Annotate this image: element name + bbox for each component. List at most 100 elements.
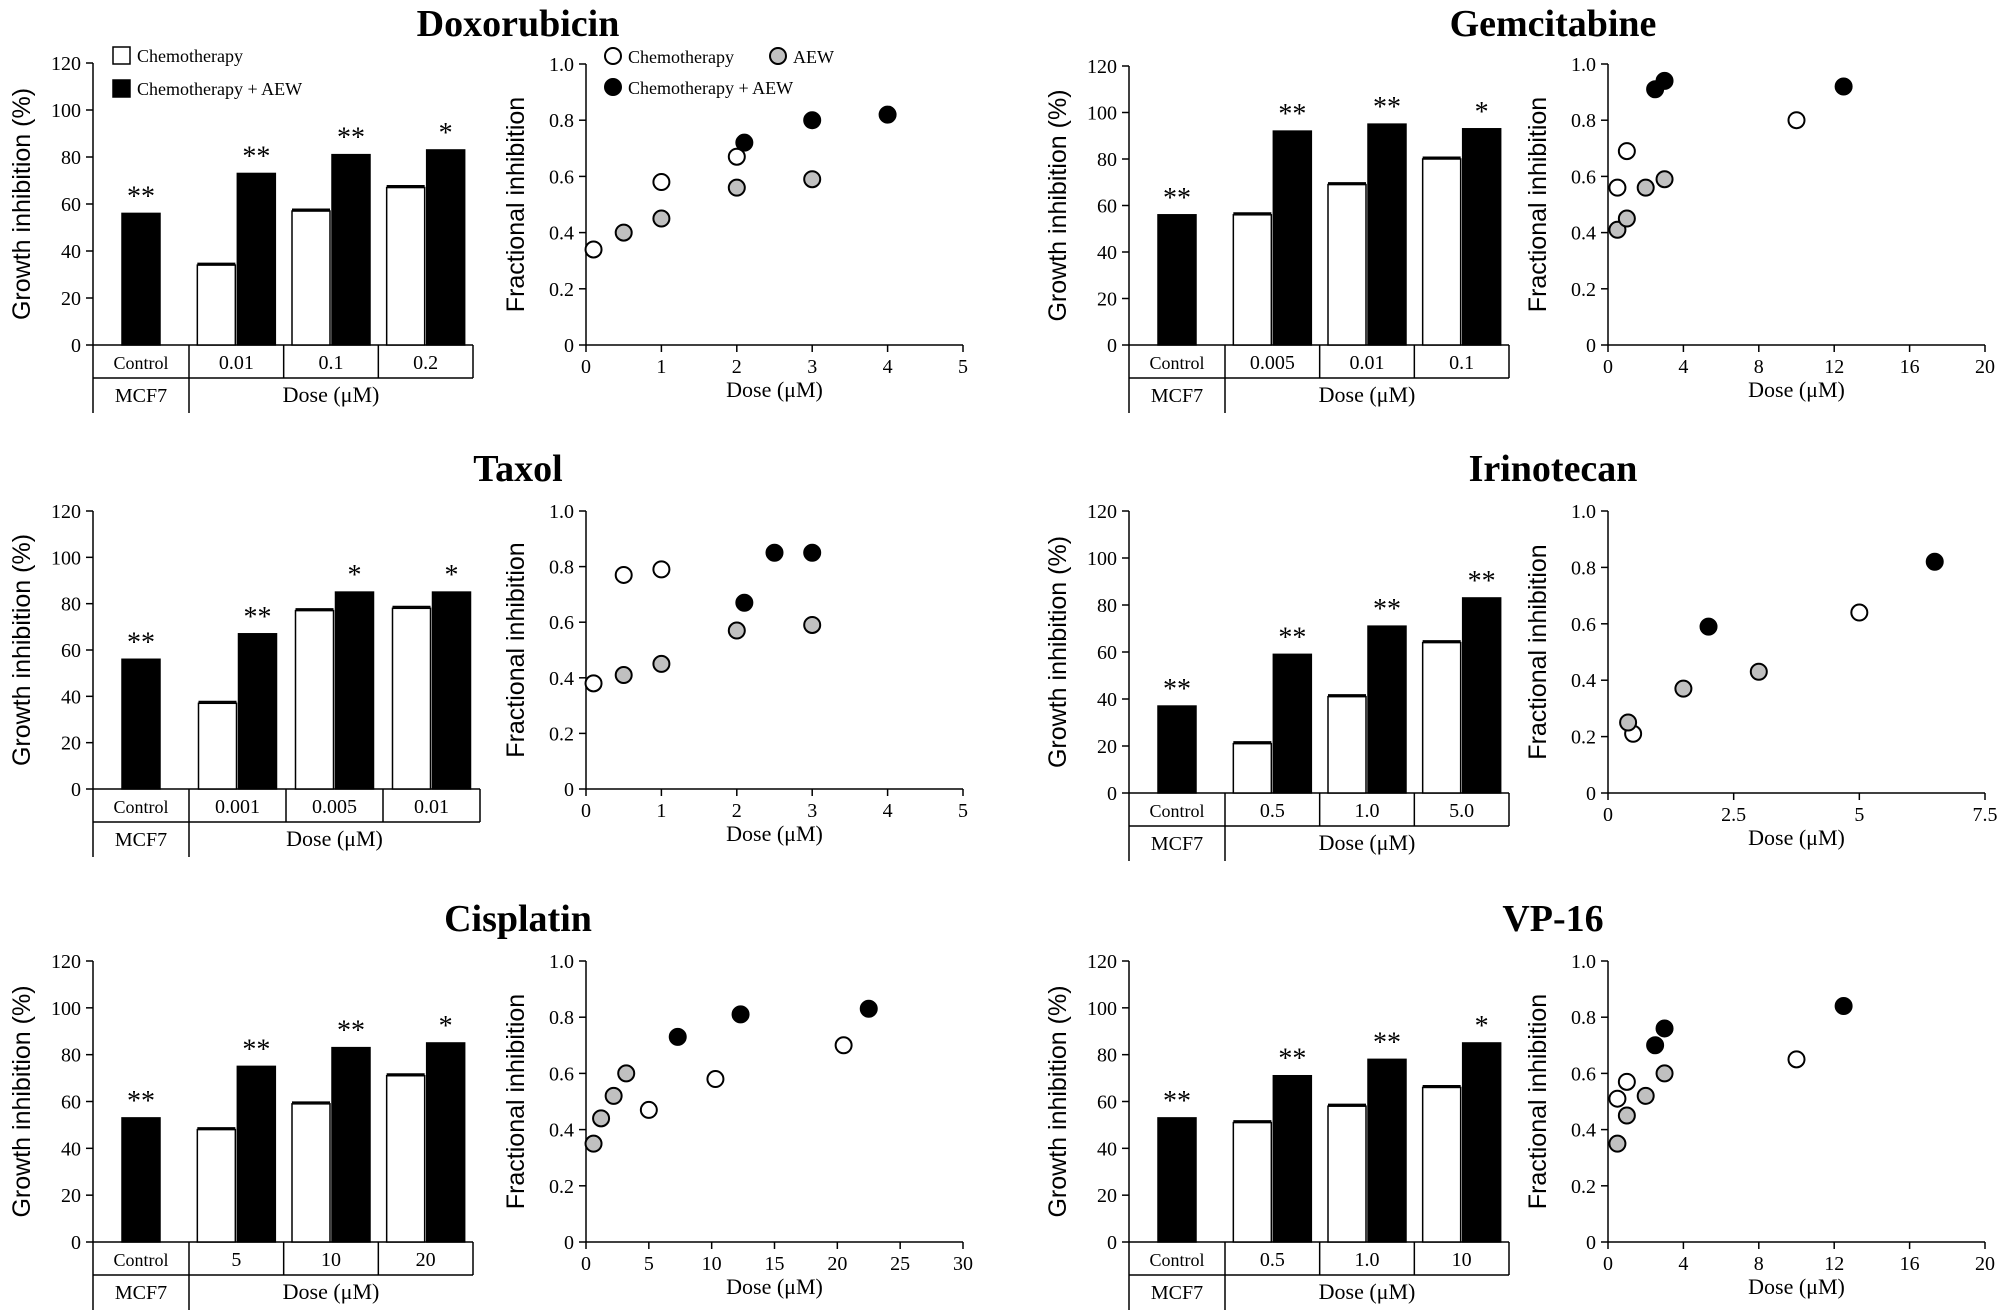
significance-label: * — [445, 560, 459, 591]
y-tick-label: 0 — [1107, 783, 1117, 805]
y-tick-label: 0.6 — [549, 166, 574, 188]
y-tick-label: 0.8 — [549, 1007, 574, 1029]
bar-chemotherapy-aew — [1461, 128, 1502, 346]
bar-chemotherapy-aew — [236, 1065, 277, 1243]
bar-chemotherapy — [1232, 1121, 1273, 1243]
point-aew — [1608, 220, 1627, 239]
significance-label: ** — [1373, 1027, 1401, 1058]
x-tick-label: 0 — [581, 800, 591, 822]
bar-chemotherapy — [197, 702, 238, 790]
x-tick-label: 10 — [1452, 1249, 1472, 1271]
x-tick-label: 4 — [883, 356, 893, 378]
significance-label: ** — [1278, 1044, 1306, 1075]
point-aew — [727, 621, 746, 640]
point-chemotherapy — [1787, 111, 1806, 130]
point-chemotherapy-aew — [668, 1027, 687, 1046]
x-tick-label: 1.0 — [1355, 1249, 1380, 1271]
doxorubicin-bar-panel: Doxorubicin 0 20 40 60 80 100 120 Growth inhibit… — [8, 3, 619, 413]
point-chemotherapy — [652, 173, 671, 192]
y-tick-label: 80 — [1097, 149, 1117, 171]
x-tick-label: 0.5 — [1260, 800, 1285, 822]
y-tick-label: 40 — [61, 1138, 81, 1160]
y-tick-label: 100 — [51, 100, 81, 122]
y-axis-label: Growth inhibition (%) — [1044, 985, 1072, 1217]
y-tick-label: 80 — [1097, 1045, 1117, 1067]
y-tick-label: 0 — [1107, 335, 1117, 357]
y-tick-label: 100 — [1087, 548, 1117, 570]
control-bar — [1157, 1117, 1197, 1243]
bar-chemotherapy-aew — [334, 591, 375, 790]
point-chemotherapy-aew — [765, 543, 784, 562]
point-chemotherapy — [1617, 1072, 1636, 1091]
y-tick-label: 0 — [564, 1232, 574, 1254]
point-aew — [727, 178, 746, 197]
y-tick-label: 100 — [1087, 103, 1117, 125]
x-axis-label: Dose (μM) — [1748, 1274, 1845, 1299]
y-tick-label: 80 — [1097, 595, 1117, 617]
cell-line-label: MCF7 — [115, 1282, 167, 1304]
x-tick-label: 5 — [644, 1253, 654, 1275]
significance-label: ** — [337, 1016, 365, 1047]
bar-chemotherapy-aew — [431, 591, 472, 790]
y-tick-label: 120 — [51, 951, 81, 973]
gemcitabine-bar-panel: Gemcitabine 0 20 40 60 80 100 120 Growth inhibit… — [1044, 3, 1656, 413]
significance-label: ** — [242, 141, 270, 172]
y-tick-label: 0 — [71, 335, 81, 357]
legend-swatch-chemotherapy — [112, 46, 131, 65]
x-axis-label: Dose (μM) — [286, 826, 383, 851]
significance-label: ** — [1163, 674, 1191, 705]
point-chemotherapy — [1850, 603, 1869, 622]
y-tick-label: 0 — [1107, 1232, 1117, 1254]
cell-line-label: MCF7 — [1151, 1282, 1203, 1304]
point-aew — [803, 170, 822, 189]
y-tick-label: 1.0 — [549, 54, 574, 76]
significance-label: ** — [1163, 1086, 1191, 1117]
control-label: Control — [1149, 1250, 1204, 1270]
y-tick-label: 120 — [1087, 501, 1117, 523]
x-axis-label: Dose (μM) — [1748, 377, 1845, 402]
y-tick-label: 1.0 — [1571, 951, 1596, 973]
significance-label: ** — [1163, 183, 1191, 214]
bar-chemotherapy-aew — [236, 172, 277, 346]
y-tick-label: 1.0 — [1571, 54, 1596, 76]
bar-chemotherapy — [1421, 158, 1462, 346]
y-tick-label: 0.6 — [1571, 614, 1596, 636]
x-tick-label: 30 — [953, 1253, 973, 1275]
control-label: Control — [113, 353, 168, 373]
y-tick-label: 80 — [61, 594, 81, 616]
y-axis-label: Growth inhibition (%) — [8, 534, 36, 766]
y-tick-label: 0.8 — [1571, 557, 1596, 579]
x-tick-label: 20 — [827, 1253, 847, 1275]
bar-chemotherapy-aew — [331, 1046, 371, 1243]
point-aew — [1655, 1064, 1674, 1083]
bar-chemotherapy-aew — [1272, 130, 1313, 346]
x-tick-label: 4 — [883, 800, 893, 822]
x-tick-label: 20 — [416, 1249, 436, 1271]
bar-chemotherapy-aew — [1272, 653, 1313, 794]
point-chemotherapy-aew — [803, 111, 822, 130]
x-tick-label: 12 — [1824, 1253, 1844, 1275]
y-tick-label: 1.0 — [549, 951, 574, 973]
point-chemotherapy-aew — [735, 593, 754, 612]
y-tick-label: 0.6 — [1571, 166, 1596, 188]
y-tick-label: 100 — [51, 998, 81, 1020]
x-tick-label: 20 — [1975, 1253, 1995, 1275]
cell-line-label: MCF7 — [115, 829, 167, 851]
y-axis-label: Growth inhibition (%) — [8, 985, 36, 1217]
y-tick-label: 40 — [61, 241, 81, 263]
bar-chemotherapy-aew — [1367, 625, 1407, 794]
y-tick-label: 80 — [61, 147, 81, 169]
y-tick-label: 20 — [61, 1185, 81, 1207]
control-bar — [121, 212, 161, 346]
point-aew — [1617, 1106, 1636, 1125]
y-tick-label: 0.4 — [1571, 670, 1596, 692]
point-chemotherapy-aew — [1925, 552, 1944, 571]
x-axis-label: Dose (μM) — [283, 1279, 380, 1304]
y-tick-label: 60 — [1097, 642, 1117, 664]
point-aew — [1674, 679, 1693, 698]
point-aew — [1619, 713, 1638, 732]
x-tick-label: 0 — [1603, 804, 1613, 826]
bar-chemotherapy — [1327, 1105, 1367, 1243]
significance-label: * — [1475, 1011, 1489, 1042]
chart-title: VP-16 — [1502, 898, 1603, 940]
